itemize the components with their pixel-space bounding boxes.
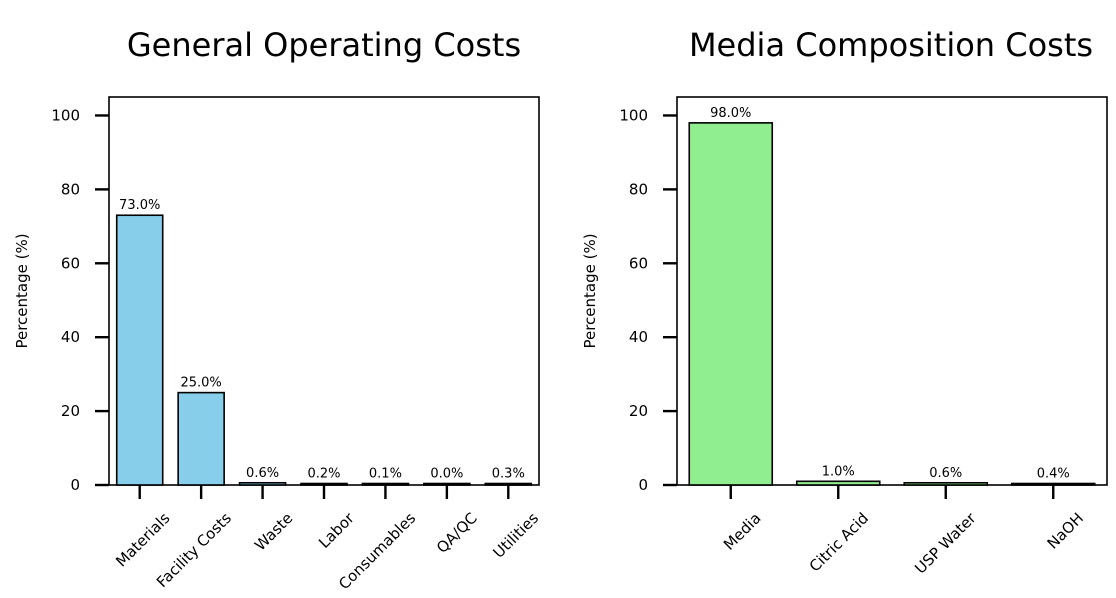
x-tick-label: USP Water (911, 509, 980, 578)
x-tick-label: Waste (251, 509, 296, 554)
data-label: 0.2% (307, 467, 340, 482)
data-label: 0.6% (246, 466, 279, 481)
x-tick-label: Media (720, 509, 765, 554)
bar (361, 482, 410, 486)
x-tick-label: QA/QC (433, 509, 481, 557)
data-label: 0.6% (929, 466, 962, 481)
bar (300, 482, 348, 486)
bar (903, 481, 989, 486)
bar (177, 391, 225, 486)
data-label: 0.0% (430, 467, 463, 482)
x-tick-label: Labor (315, 509, 358, 552)
bar (238, 481, 287, 486)
y-tick-label: 0 (638, 476, 648, 494)
chart-media-composition-costs: Media Composition Costs Percentage (%) 0… (581, 26, 1108, 578)
data-label: 1.0% (822, 464, 855, 479)
chart-title: General Operating Costs (127, 26, 521, 64)
data-label: 0.3% (492, 467, 525, 482)
bar (484, 482, 533, 486)
y-tick-label: 60 (629, 254, 648, 272)
bar (795, 480, 881, 486)
y-tick-label: 20 (61, 402, 80, 420)
bar (423, 482, 471, 486)
y-tick-label: 0 (70, 476, 80, 494)
y-tick-label: 100 (51, 106, 80, 124)
data-label: 0.1% (369, 467, 402, 482)
y-tick-label: 40 (629, 328, 648, 346)
y-tick-label: 100 (619, 106, 648, 124)
y-tick-label: 80 (61, 180, 80, 198)
data-label: 73.0% (119, 198, 160, 213)
plot-frame (676, 96, 1108, 486)
plot-frame (108, 96, 540, 486)
y-tick-label: 60 (61, 254, 80, 272)
bar (115, 214, 164, 486)
bar (688, 122, 774, 486)
data-label: 0.4% (1037, 467, 1070, 482)
x-tick-label: Utilities (489, 509, 542, 562)
x-tick-label: Citric Acid (806, 509, 872, 575)
x-tick-label: Materials (112, 509, 173, 570)
chart-general-operating-costs: General Operating Costs Percentage (%) 0… (13, 26, 542, 593)
bar (1010, 482, 1096, 486)
y-axis-label: Percentage (%) (581, 233, 599, 348)
y-axis-label: Percentage (%) (13, 233, 31, 348)
x-tick-label: NaOH (1044, 509, 1087, 552)
y-tick-label: 20 (629, 402, 648, 420)
y-tick-label: 80 (629, 180, 648, 198)
y-tick-label: 40 (61, 328, 80, 346)
data-label: 98.0% (710, 106, 751, 121)
chart-title: Media Composition Costs (689, 26, 1093, 64)
data-label: 25.0% (180, 376, 221, 391)
